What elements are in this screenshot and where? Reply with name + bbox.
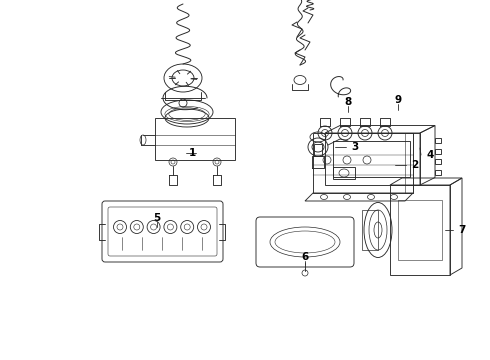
Bar bbox=[333, 167, 355, 179]
Text: 8: 8 bbox=[344, 97, 352, 107]
Bar bbox=[333, 141, 410, 177]
Bar bbox=[435, 138, 441, 143]
Bar bbox=[398, 200, 442, 260]
Bar bbox=[435, 149, 441, 154]
Bar bbox=[314, 144, 322, 156]
Bar bbox=[155, 118, 235, 160]
Text: 6: 6 bbox=[301, 252, 309, 262]
Text: 2: 2 bbox=[412, 160, 418, 170]
Text: 9: 9 bbox=[394, 95, 402, 105]
Text: 7: 7 bbox=[458, 225, 466, 235]
Bar bbox=[325, 133, 420, 185]
Text: 4: 4 bbox=[426, 150, 434, 160]
Bar bbox=[435, 159, 441, 164]
Text: 1: 1 bbox=[188, 148, 196, 158]
Bar bbox=[313, 133, 413, 193]
Text: 3: 3 bbox=[351, 142, 359, 152]
Text: 5: 5 bbox=[153, 213, 161, 223]
Bar bbox=[435, 170, 441, 175]
